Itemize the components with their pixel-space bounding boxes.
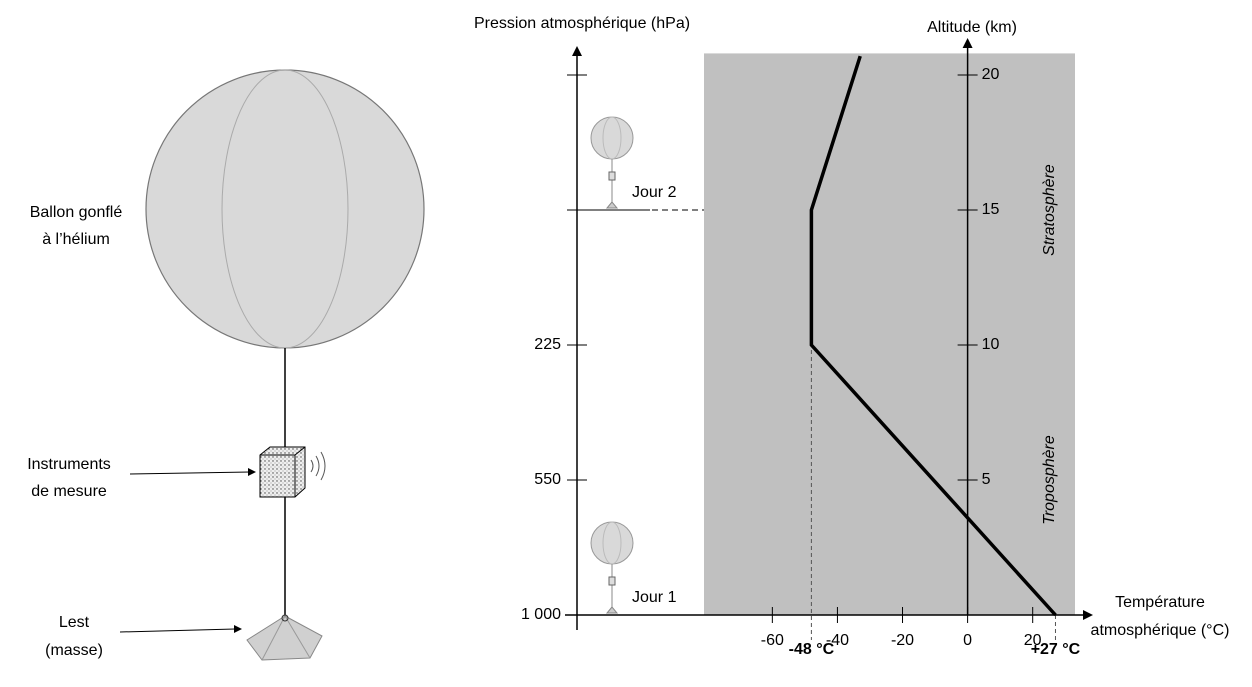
x-axis-title: Température [1115, 594, 1205, 611]
label: (masse) [45, 642, 103, 659]
temperature-profile [809, 55, 1057, 617]
annotation: +27 °C [1031, 641, 1081, 658]
day-label: Jour 1 [632, 589, 677, 606]
small-balloon [590, 521, 634, 565]
x-tick-label: 20 [1024, 632, 1042, 649]
arrow [1083, 610, 1093, 620]
annotation: -48 °C [789, 641, 835, 658]
y-axis-title: Altitude (km) [927, 19, 1017, 36]
x-axis-title: atmosphérique (°C) [1091, 622, 1230, 639]
balloon [145, 69, 425, 349]
pressure-axis-title: Pression atmosphérique (hPa) [474, 15, 690, 32]
pressure-tick-label: 225 [534, 336, 561, 353]
day-label: Jour 2 [632, 184, 677, 201]
plot-area [704, 53, 1075, 615]
small-balloon [590, 116, 634, 160]
y-tick-label: 15 [982, 201, 1000, 218]
layer-label: Stratosphère [1041, 164, 1058, 256]
chart: Jour 1 Jour 2 -48 °C +27 °C -60 -40 -20 0 20 5 10 1… [474, 15, 1230, 658]
y-tick-label: 20 [982, 66, 1000, 83]
instrument-box [259, 446, 306, 498]
x-tick-label: -20 [891, 632, 914, 649]
label: à l’hélium [42, 231, 110, 248]
x-tick-label: 0 [963, 632, 972, 649]
small-box [608, 171, 616, 181]
weight [246, 615, 323, 661]
small-box [608, 576, 616, 586]
y-tick-label: 10 [982, 336, 1000, 353]
pressure-tick-label: 1 000 [521, 606, 561, 623]
label: Instruments [27, 456, 111, 473]
arrow [572, 46, 582, 56]
x-tick-label: -40 [826, 632, 849, 649]
pressure-tick-label: 550 [534, 471, 561, 488]
arrow [119, 628, 236, 633]
layer-label: Troposphère [1041, 435, 1058, 525]
small-weight [605, 201, 619, 209]
y-tick-label: 5 [982, 471, 991, 488]
x-tick-label: -60 [761, 632, 784, 649]
arrow [962, 38, 973, 48]
balloon-diagram [119, 69, 425, 661]
signal [310, 451, 326, 481]
label: Lest [59, 614, 90, 631]
arrow [129, 471, 251, 475]
label: Ballon gonflé [30, 204, 123, 221]
label: de mesure [31, 483, 107, 500]
small-weight [605, 606, 619, 614]
